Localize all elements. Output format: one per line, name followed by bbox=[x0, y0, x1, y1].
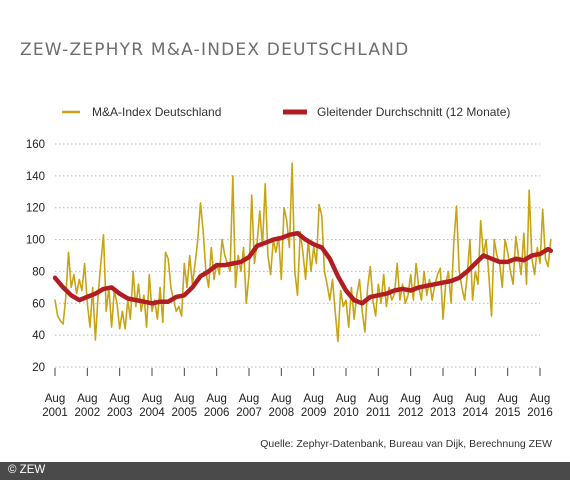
legend: M&A-Index Deutschland Gleitender Durchsc… bbox=[62, 105, 510, 119]
x-tick-label-month: Aug bbox=[271, 393, 291, 405]
y-tick-label: 140 bbox=[26, 171, 45, 183]
x-tick-label-month: Aug bbox=[497, 393, 517, 405]
y-tick-label: 60 bbox=[32, 298, 45, 310]
copyright-label: © ZEW bbox=[8, 464, 46, 476]
x-tick-label-year: 2007 bbox=[236, 407, 262, 419]
x-tick-label-month: Aug bbox=[45, 393, 65, 405]
x-tick-label-year: 2008 bbox=[269, 407, 295, 419]
legend-label-index: M&A-Index Deutschland bbox=[92, 105, 221, 119]
x-tick-label-year: 2005 bbox=[172, 407, 198, 419]
x-tick-label-month: Aug bbox=[465, 393, 485, 405]
grid bbox=[55, 143, 540, 368]
x-tick-label-year: 2015 bbox=[495, 407, 521, 419]
x-tick-label-year: 2003 bbox=[107, 407, 133, 419]
x-tick-label-year: 2014 bbox=[463, 407, 489, 419]
x-tick-label-month: Aug bbox=[174, 393, 194, 405]
x-tick-label-month: Aug bbox=[109, 393, 129, 405]
x-tick-label-year: 2010 bbox=[333, 407, 359, 419]
x-tick-label-month: Aug bbox=[400, 393, 420, 405]
x-tick-label-month: Aug bbox=[142, 393, 162, 405]
x-tick-label-month: Aug bbox=[433, 393, 453, 405]
x-tick-label-month: Aug bbox=[77, 393, 97, 405]
x-axis: Aug 2001 Aug 2002 Aug 2003 Aug 2004 Aug 2005 Aug 20… bbox=[42, 368, 553, 419]
y-tick-label: 120 bbox=[26, 203, 45, 215]
x-tick-label-year: 2006 bbox=[204, 407, 230, 419]
x-tick-label-month: Aug bbox=[336, 393, 356, 405]
y-axis: 20 40 60 80 100 120 140 160 bbox=[26, 139, 45, 374]
chart-title: ZEW-ZEPHYR M&A-INDEX DEUTSCHLAND bbox=[20, 40, 410, 60]
x-tick-label-month: Aug bbox=[530, 393, 550, 405]
y-tick-label: 80 bbox=[32, 266, 45, 278]
x-tick-label-year: 2004 bbox=[139, 407, 165, 419]
x-tick-label-year: 2001 bbox=[42, 407, 68, 419]
x-tick-label-year: 2013 bbox=[430, 407, 456, 419]
footer-bar: © ZEW bbox=[0, 462, 570, 480]
series-line-index bbox=[54, 162, 552, 343]
y-tick-label: 40 bbox=[32, 330, 45, 342]
x-tick-label-year: 2011 bbox=[366, 407, 391, 419]
x-tick-label-year: 2002 bbox=[75, 407, 101, 419]
series-line-average bbox=[52, 230, 554, 306]
x-tick-label-year: 2012 bbox=[398, 407, 424, 419]
legend-label-average: Gleitender Durchschnitt (12 Monate) bbox=[317, 105, 510, 119]
x-tick-label-month: Aug bbox=[239, 393, 259, 405]
series-layer bbox=[52, 162, 554, 343]
y-tick-label: 20 bbox=[32, 362, 45, 374]
x-tick-label-year: 2016 bbox=[527, 407, 553, 419]
source-note: Quelle: Zephyr-Datenbank, Bureau van Dij… bbox=[260, 438, 552, 450]
x-tick-label-year: 2009 bbox=[301, 407, 327, 419]
y-tick-label: 100 bbox=[26, 235, 45, 247]
x-tick-label-month: Aug bbox=[206, 393, 226, 405]
x-tick-label-month: Aug bbox=[368, 393, 388, 405]
y-tick-label: 160 bbox=[26, 139, 45, 151]
x-tick-label-month: Aug bbox=[303, 393, 323, 405]
